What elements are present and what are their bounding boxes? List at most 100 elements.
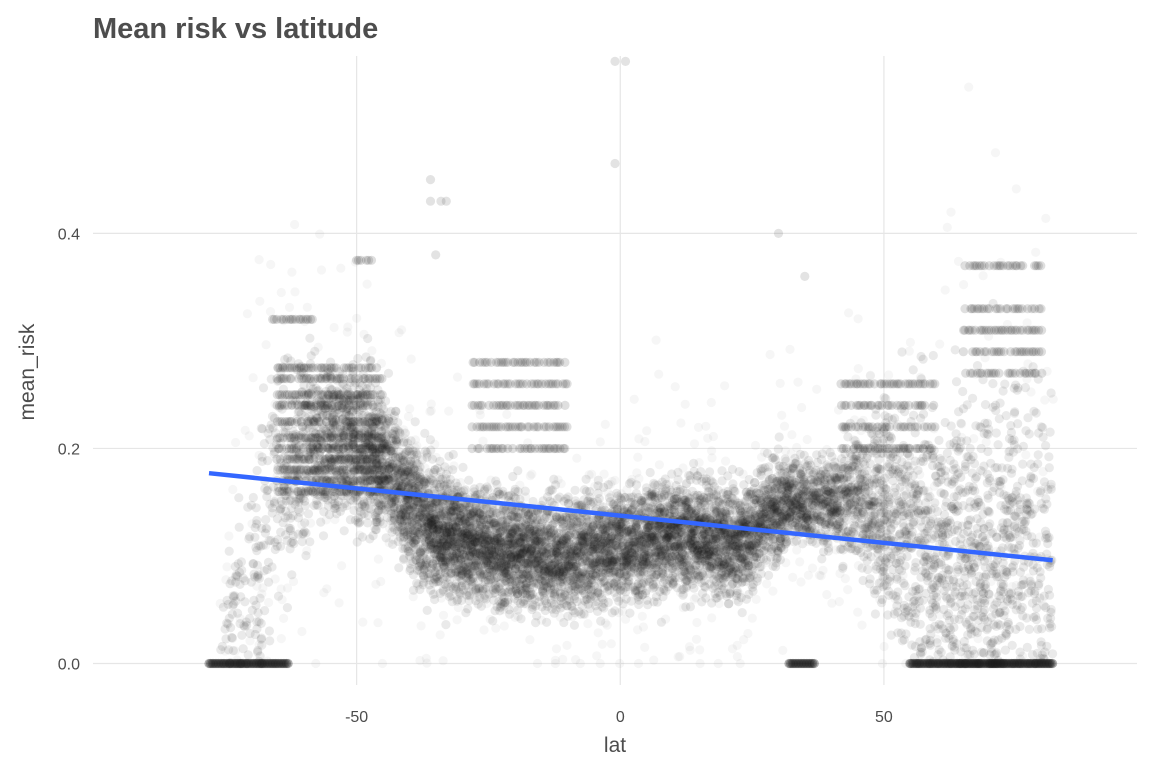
data-point: [300, 400, 310, 410]
data-point: [321, 410, 331, 421]
data-point: [348, 425, 358, 435]
data-point: [254, 656, 264, 666]
data-point: [283, 471, 293, 481]
data-point: [265, 307, 276, 317]
data-point: [302, 401, 312, 411]
data-point: [274, 402, 284, 412]
data-point: [290, 287, 300, 297]
data-point: [303, 388, 313, 398]
data-point: [406, 354, 416, 364]
data-point: [266, 535, 276, 546]
data-point: [342, 407, 352, 417]
data-point: [336, 448, 346, 458]
data-point: [280, 354, 290, 365]
data-point: [225, 579, 235, 589]
data-point: [479, 625, 489, 635]
data-point: [312, 466, 322, 476]
data-point: [278, 399, 288, 409]
data-point: [316, 400, 326, 410]
data-point: [285, 395, 295, 405]
data-point: [340, 440, 350, 450]
data-point: [400, 428, 410, 438]
data-point: [337, 403, 347, 413]
data-point: [312, 463, 322, 473]
data-point: [322, 411, 332, 421]
data-point: [300, 458, 310, 468]
data-point: [329, 322, 339, 333]
data-point: [299, 363, 309, 373]
data-point: [300, 470, 310, 481]
data-point: [336, 474, 346, 484]
data-point: [236, 658, 246, 669]
data-point: [354, 394, 364, 404]
data-point: [296, 452, 306, 462]
data-point: [336, 491, 346, 501]
data-point: [318, 438, 329, 448]
data-point: [308, 464, 318, 474]
data-point: [254, 541, 264, 551]
data-point: [260, 606, 270, 616]
data-point: [323, 472, 333, 482]
data-point: [354, 502, 364, 512]
data-point: [318, 411, 328, 421]
data-point: [320, 425, 330, 435]
data-point: [337, 394, 347, 404]
data-point: [279, 316, 289, 326]
data-point: [350, 390, 360, 400]
data-point: [391, 406, 401, 416]
data-point: [351, 403, 361, 413]
data-point: [304, 424, 314, 434]
data-point: [315, 435, 325, 446]
data-point: [339, 430, 349, 440]
data-point: [239, 621, 249, 631]
data-point: [551, 644, 562, 654]
data-point: [335, 451, 345, 461]
data-point: [330, 498, 340, 508]
data-point: [260, 484, 270, 494]
data-point: [273, 658, 283, 669]
data-point: [311, 398, 321, 408]
data-point: [463, 604, 473, 614]
data-point: [325, 383, 335, 393]
data-point: [355, 398, 365, 408]
data-point: [309, 445, 319, 455]
data-point: [339, 426, 349, 436]
data-point: [248, 559, 258, 569]
data-point: [252, 466, 262, 476]
data-point: [333, 388, 343, 398]
data-point: [224, 658, 235, 669]
data-point: [351, 429, 361, 439]
data-point: [430, 439, 440, 449]
data-point: [330, 453, 340, 463]
data-point: [288, 452, 298, 462]
data-point: [324, 453, 334, 463]
data-point: [311, 429, 321, 439]
data-point: [408, 592, 418, 602]
data-point: [464, 475, 474, 485]
data-point: [252, 581, 262, 591]
data-point: [320, 398, 330, 408]
data-point: [334, 394, 344, 404]
data-point: [348, 440, 358, 450]
data-point: [234, 567, 245, 577]
data-point: [256, 618, 266, 629]
data-point: [258, 583, 268, 593]
data-point: [315, 396, 325, 406]
data-point: [268, 658, 278, 669]
data-point: [339, 455, 350, 465]
data-point: [333, 466, 343, 476]
data-point: [303, 486, 313, 496]
data-point: [308, 441, 318, 451]
data-point: [354, 430, 364, 440]
data-point: [335, 474, 345, 484]
data-point: [330, 441, 340, 451]
data-point: [322, 584, 332, 594]
data-point: [218, 658, 228, 669]
data-point: [327, 415, 337, 425]
data-point: [300, 403, 310, 413]
data-point: [225, 658, 235, 669]
data-point: [312, 441, 322, 451]
data-point: [262, 523, 272, 533]
data-point: [513, 466, 523, 476]
data-point: [228, 484, 238, 495]
